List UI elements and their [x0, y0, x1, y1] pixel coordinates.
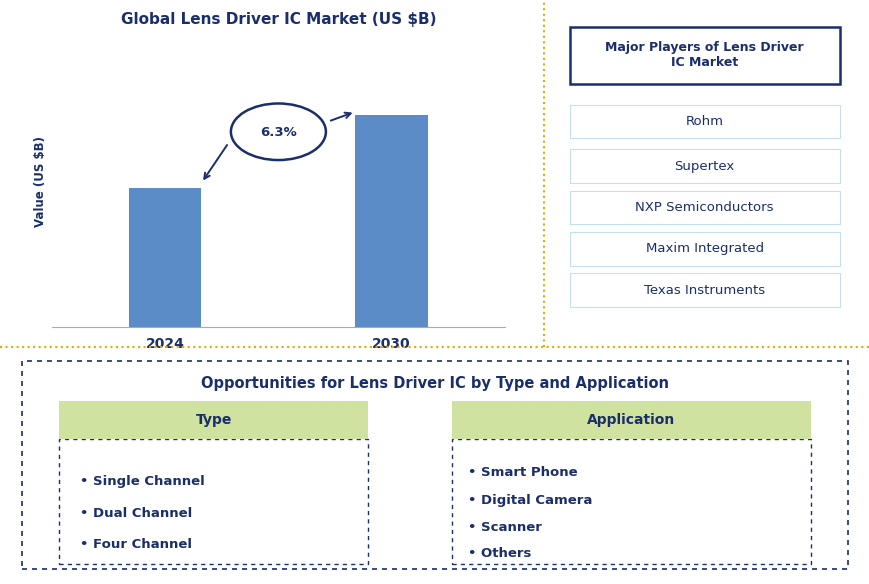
Text: Opportunities for Lens Driver IC by Type and Application: Opportunities for Lens Driver IC by Type… [201, 376, 668, 391]
Text: 6.3%: 6.3% [260, 126, 296, 140]
Text: Texas Instruments: Texas Instruments [643, 284, 765, 297]
FancyBboxPatch shape [569, 150, 839, 183]
FancyBboxPatch shape [569, 191, 839, 224]
Text: • Digital Camera: • Digital Camera [468, 494, 592, 507]
FancyBboxPatch shape [451, 401, 810, 439]
FancyBboxPatch shape [569, 27, 839, 84]
Text: • Smart Phone: • Smart Phone [468, 466, 577, 479]
Text: • Single Channel: • Single Channel [80, 475, 204, 488]
Bar [355, 116, 428, 327]
Title: Global Lens Driver IC Market (US $B): Global Lens Driver IC Market (US $B) [121, 12, 435, 27]
Text: NXP Semiconductors: NXP Semiconductors [634, 201, 773, 214]
FancyBboxPatch shape [59, 439, 368, 564]
FancyBboxPatch shape [451, 439, 810, 564]
Text: • Four Channel: • Four Channel [80, 538, 192, 551]
Text: Maxim Integrated: Maxim Integrated [645, 242, 763, 255]
Text: • Dual Channel: • Dual Channel [80, 507, 192, 520]
Text: Rohm: Rohm [685, 115, 723, 128]
Text: • Scanner: • Scanner [468, 520, 541, 534]
FancyBboxPatch shape [59, 401, 368, 439]
Y-axis label: Value (US $B): Value (US $B) [34, 135, 47, 227]
Text: Major Players of Lens Driver
IC Market: Major Players of Lens Driver IC Market [605, 41, 803, 69]
FancyBboxPatch shape [569, 105, 839, 138]
FancyBboxPatch shape [569, 232, 839, 266]
Text: Application: Application [587, 413, 674, 427]
Text: Source: Lucintel: Source: Lucintel [420, 364, 527, 377]
FancyBboxPatch shape [569, 273, 839, 307]
Bar [129, 189, 202, 327]
FancyBboxPatch shape [22, 360, 847, 569]
Text: Supertex: Supertex [673, 159, 734, 172]
Text: • Others: • Others [468, 547, 531, 560]
Text: Type: Type [196, 413, 232, 427]
